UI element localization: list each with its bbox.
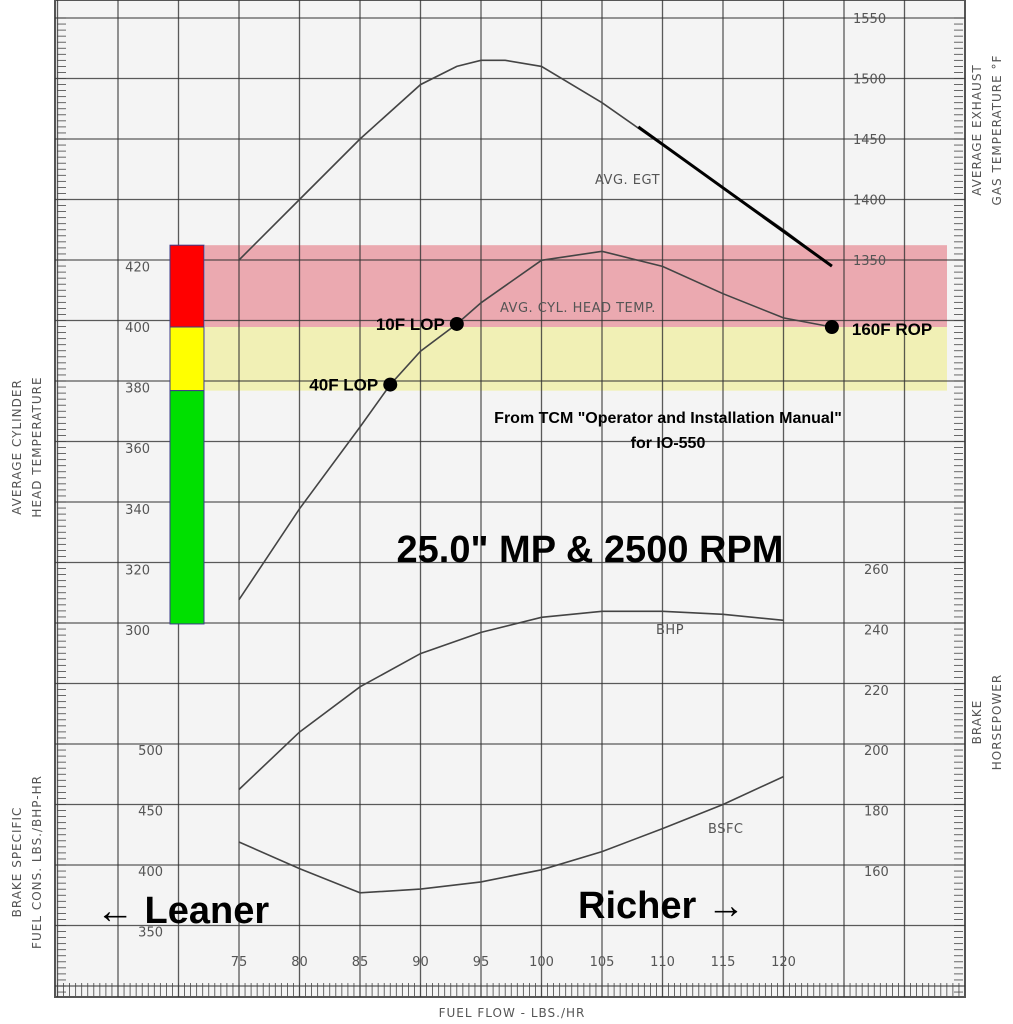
bhp-tick-label: 180: [864, 805, 889, 820]
bhp-tick-label: 200: [864, 744, 889, 759]
curves: AVG. EGT AVG. CYL. HEAD TEMP. BHP BSFC: [238, 59, 833, 894]
cht-tick-label: 320: [125, 563, 150, 578]
annotation-dot: [449, 316, 464, 331]
colorbar-segment-2: [169, 390, 205, 625]
cht-axis-title: HEAD TEMPERATURE: [30, 376, 44, 517]
x-tick-label: 95: [473, 955, 490, 970]
cht-tick-label: 340: [125, 503, 150, 518]
annotation-label: 40F LOP: [309, 376, 378, 395]
cht-tick-label: 420: [125, 260, 150, 275]
bsfc-tick-label: 350: [138, 926, 163, 941]
tick-labels: 75 80 85 90 95 100 105 110 115 120 1350 1400 1450 150…: [125, 12, 889, 970]
annotation-label: 10F LOP: [376, 315, 445, 334]
bsfc-axis-title: FUEL CONS. LBS./BHP-HR: [30, 775, 44, 949]
bsfc-tick-label: 500: [138, 744, 163, 759]
colorbar-segment-0: [169, 244, 205, 328]
x-tick-label: 115: [711, 955, 736, 970]
series-label: BHP: [656, 623, 684, 638]
series-line-bsfc: [238, 775, 784, 894]
bhp-tick-label: 220: [864, 684, 889, 699]
egt-tick-label: 1350: [853, 254, 886, 269]
x-axis-title: FUEL FLOW - LBS./HR: [439, 1006, 586, 1020]
grid: [55, 0, 965, 997]
x-tick-label: 110: [650, 955, 675, 970]
x-tick-label: 120: [771, 955, 796, 970]
x-tick-label: 100: [529, 955, 554, 970]
series-label: AVG. EGT: [595, 173, 660, 188]
egt-axis-title: AVERAGE EXHAUST: [970, 64, 984, 196]
annotations: 10F LOP 40F LOP 160F ROP From TCM "Operator…: [96, 315, 932, 932]
chart-title: 25.0" MP & 2500 RPM: [397, 529, 784, 571]
plot-frame: [54, 0, 966, 998]
egt-highlight-segment: [637, 125, 833, 268]
bhp-axis-title: BRAKE: [970, 700, 984, 745]
egt-tick-label: 1400: [853, 194, 886, 209]
colorbar-segment-1: [169, 326, 205, 392]
bsfc-axis-title: BRAKE SPECIFIC: [10, 807, 24, 918]
series-label: BSFC: [708, 822, 744, 837]
cht-axis-title: AVERAGE CYLINDER: [10, 379, 24, 515]
egt-tick-label: 1500: [853, 73, 886, 88]
bsfc-tick-label: 400: [138, 865, 163, 880]
series-label: AVG. CYL. HEAD TEMP.: [500, 301, 656, 316]
cht-tick-label: 300: [125, 624, 150, 639]
bhp-tick-label: 240: [864, 623, 889, 638]
bsfc-tick-label: 450: [138, 805, 163, 820]
x-tick-label: 80: [291, 955, 308, 970]
richer-label: Richer →: [578, 885, 745, 927]
cht-colorbar: [169, 244, 205, 625]
egt-axis-title: GAS TEMPERATURE °F: [990, 55, 1004, 206]
cht-tick-label: 400: [125, 321, 150, 336]
axis-titles: AVERAGE CYLINDER HEAD TEMPERATURE BRAKE SP…: [10, 55, 1004, 1020]
x-tick-label: 90: [412, 955, 429, 970]
leaner-label: ← Leaner: [96, 890, 269, 932]
series-line-bhp: [238, 610, 784, 791]
cht-band-1: [205, 327, 947, 391]
x-tick-label: 105: [590, 955, 615, 970]
cht-bands: [205, 245, 947, 391]
annotation-dot: [383, 377, 398, 392]
annotation-dot: [824, 320, 839, 334]
egt-tick-label: 1550: [853, 12, 886, 27]
source-note-line-1: From TCM "Operator and Installation Manu…: [494, 410, 842, 427]
egt-tick-label: 1450: [853, 133, 886, 148]
cht-tick-label: 380: [125, 382, 150, 397]
x-tick-label: 85: [352, 955, 369, 970]
cht-tick-label: 360: [125, 442, 150, 457]
bhp-tick-label: 260: [864, 563, 889, 578]
x-tick-label: 75: [231, 955, 248, 970]
series-line-avg-cyl-head-temp-: [238, 250, 833, 601]
source-note-line-2: for IO-550: [631, 435, 706, 452]
annotation-label: 160F ROP: [852, 320, 932, 339]
bhp-axis-title: HORSEPOWER: [990, 674, 1004, 770]
bhp-tick-label: 160: [864, 865, 889, 880]
